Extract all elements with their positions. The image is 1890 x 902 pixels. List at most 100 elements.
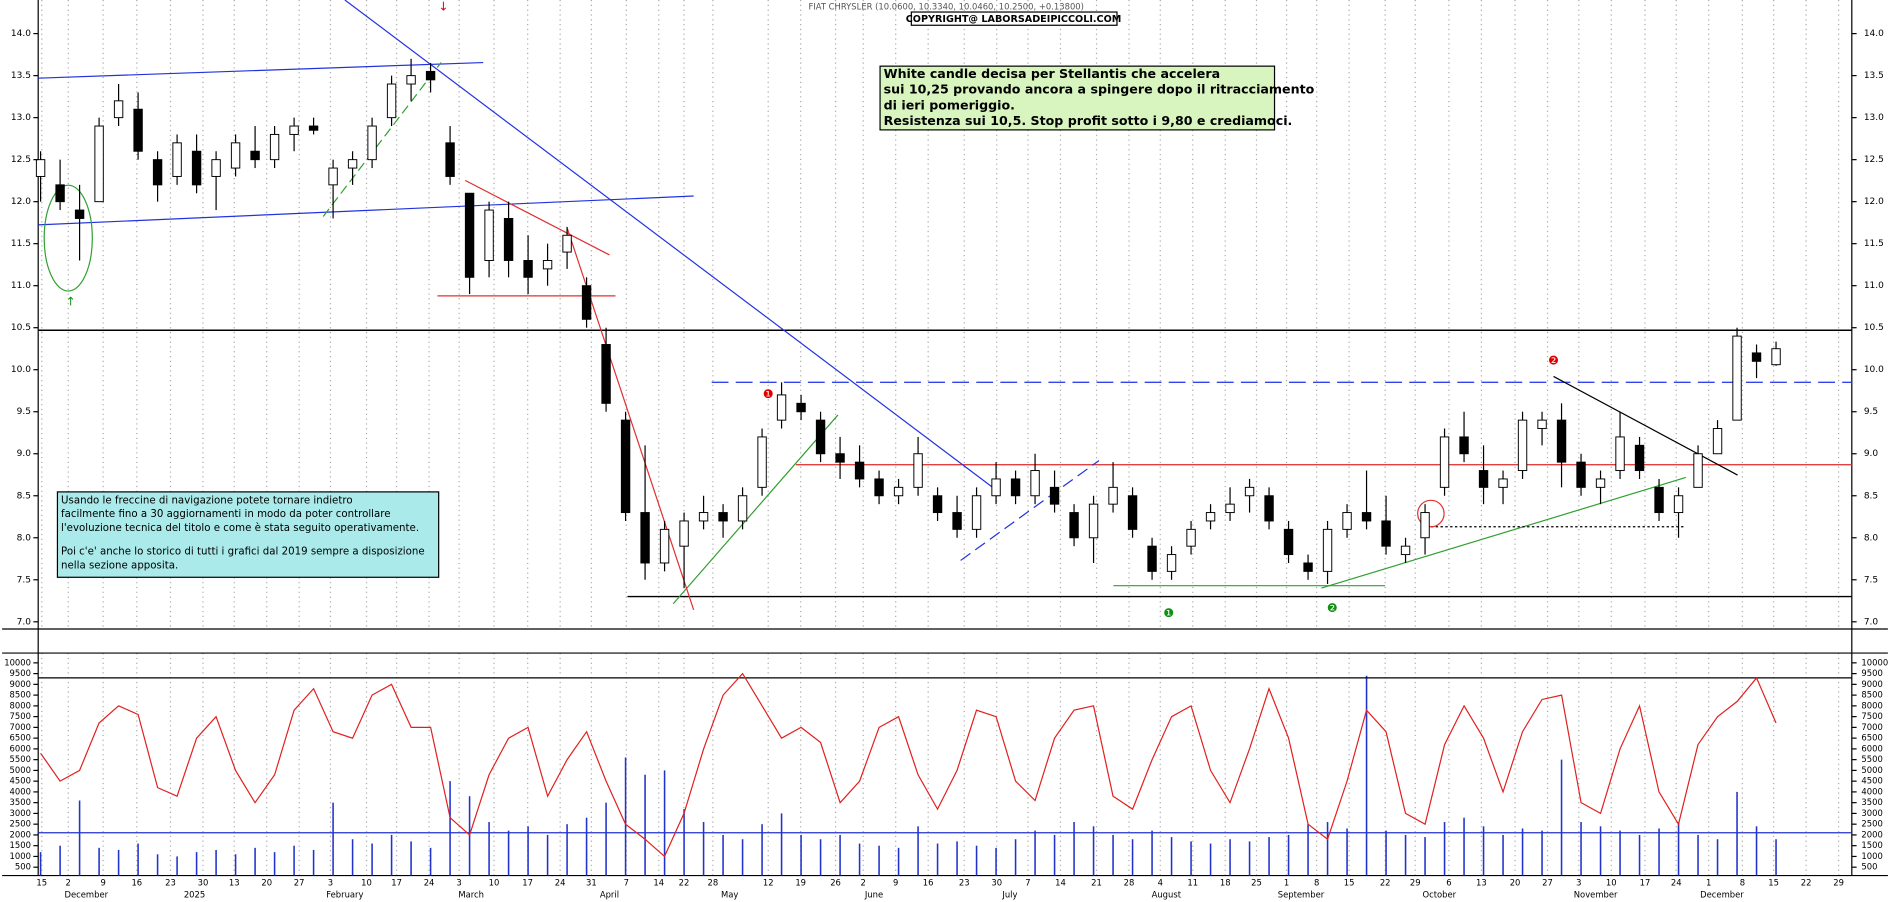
x-tick-label: 15	[1768, 877, 1779, 887]
comment-line: Resistenza sui 10,5. Stop profit sotto i…	[884, 113, 1293, 128]
candle-body	[1517, 419, 1528, 472]
candle-body	[932, 495, 943, 514]
candle-body	[367, 125, 377, 161]
comment-line: White candle decisa per Stellantis che a…	[884, 66, 1220, 81]
x-tick-label: 12	[763, 877, 774, 887]
x-tick-label: 3	[328, 877, 333, 887]
note-line: Usando le freccine di navigazione potete…	[61, 495, 353, 506]
candle-body	[211, 159, 221, 177]
candles	[35, 58, 1781, 589]
x-tick-label: 23	[959, 877, 970, 887]
y-tick-label: 8.5	[17, 491, 31, 501]
candle-body	[55, 184, 65, 203]
candle-body	[1751, 352, 1762, 362]
candle-body	[1244, 486, 1255, 497]
y-tick-label: 11.0	[1864, 281, 1884, 291]
x-tick-label: 24	[424, 877, 435, 887]
x-month-label: 2025	[184, 889, 205, 899]
y2-tick-label: 9000	[10, 679, 31, 689]
candle-body	[581, 285, 592, 320]
y2-tick-label: 5500	[10, 754, 31, 764]
x-tick-label: 9	[893, 877, 898, 887]
y-tick-label: 9.0	[17, 449, 32, 459]
candle-body	[757, 436, 767, 488]
candle-body	[815, 419, 826, 455]
marker: ❶	[763, 387, 774, 401]
trend-line	[1553, 375, 1738, 476]
marker: ❷	[1327, 601, 1338, 615]
y2-tick-label: 6000	[10, 743, 31, 753]
candle-body	[406, 75, 416, 85]
y-tick-label: 10.5	[11, 323, 31, 333]
x-tick-label: 3	[456, 877, 461, 887]
candle-body	[971, 495, 982, 530]
x-tick-label: 28	[708, 877, 719, 887]
candle-body	[1771, 348, 1781, 366]
x-tick-label: 22	[1380, 877, 1391, 887]
y2-tick-label: 500	[1861, 862, 1877, 872]
y2-tick-label: 10000	[1861, 657, 1888, 667]
y2-tick-label: 10000	[4, 657, 31, 667]
copyright: COPYRIGHT@ LABORSADEIPICCOLI.COM	[906, 14, 1122, 25]
comment-line: sui 10,25 provando ancora a spingere dop…	[884, 82, 1315, 97]
note-line: nella sezione apposita.	[61, 560, 178, 571]
x-month-label: December	[64, 889, 108, 899]
trend-line	[464, 179, 610, 256]
y2-tick-label: 9000	[1861, 679, 1882, 689]
candle-body	[464, 192, 475, 278]
y-tick-label: 13.5	[11, 71, 31, 81]
x-tick-label: 15	[1344, 877, 1355, 887]
candle-body	[1673, 495, 1684, 514]
x-tick-label: 7	[624, 877, 629, 887]
x-tick-label: 1	[1284, 877, 1289, 887]
candle-body	[854, 461, 865, 480]
y-tick-label: 11.0	[11, 281, 31, 291]
x-tick-label: 27	[294, 877, 305, 887]
y2-tick-label: 1000	[1861, 851, 1882, 861]
x-tick-label: 8	[1314, 877, 1319, 887]
candle-body	[484, 209, 494, 261]
levels	[38, 329, 1852, 598]
trend-line	[38, 61, 484, 79]
x-tick-label: 30	[991, 877, 1002, 887]
y2-tick-label: 6000	[1861, 743, 1882, 753]
y-tick-label: 13.0	[11, 113, 31, 123]
candle-body	[952, 512, 962, 530]
note-line: facilmente fino a 30 aggiornamenti in mo…	[61, 509, 391, 520]
x-tick-label: 10	[361, 877, 372, 887]
x-tick-label: 30	[198, 877, 209, 887]
y2-tick-label: 4000	[1861, 786, 1882, 796]
x-tick-label: 13	[229, 877, 240, 887]
y-tick-label: 7.0	[17, 617, 32, 627]
y-tick-label: 10.0	[1864, 365, 1884, 375]
candle-body	[269, 133, 280, 161]
x-month-label: November	[1574, 889, 1618, 899]
candle-body	[1049, 486, 1060, 505]
y-tick-label: 7.5	[1864, 575, 1878, 585]
x-tick-label: 3	[1576, 877, 1581, 887]
x-tick-label: 14	[653, 877, 664, 887]
x-month-label: May	[721, 889, 738, 899]
highlight-circle	[43, 184, 93, 292]
y2-tick-label: 3500	[1861, 797, 1882, 807]
candle-body	[1030, 470, 1040, 497]
candle-body	[1205, 512, 1216, 522]
x-tick-label: 16	[131, 877, 142, 887]
copyright-box	[910, 11, 1118, 26]
candle-body	[347, 159, 358, 169]
x-tick-label: 1	[1706, 877, 1711, 887]
x-tick-label: 26	[830, 877, 841, 887]
y2-tick-label: 2000	[10, 829, 31, 839]
candle-body	[133, 108, 143, 152]
x-tick-label: 17	[391, 877, 402, 887]
candle-body	[425, 70, 436, 81]
y2-tick-label: 5000	[10, 765, 31, 775]
comment-box	[879, 65, 1276, 131]
candle-body	[835, 453, 845, 463]
x-tick-label: 29	[1410, 877, 1421, 887]
y2-tick-label: 8000	[1861, 700, 1882, 710]
candle-body	[1595, 478, 1606, 488]
candle-body	[35, 159, 46, 177]
arrow-down: ↓	[438, 0, 448, 14]
